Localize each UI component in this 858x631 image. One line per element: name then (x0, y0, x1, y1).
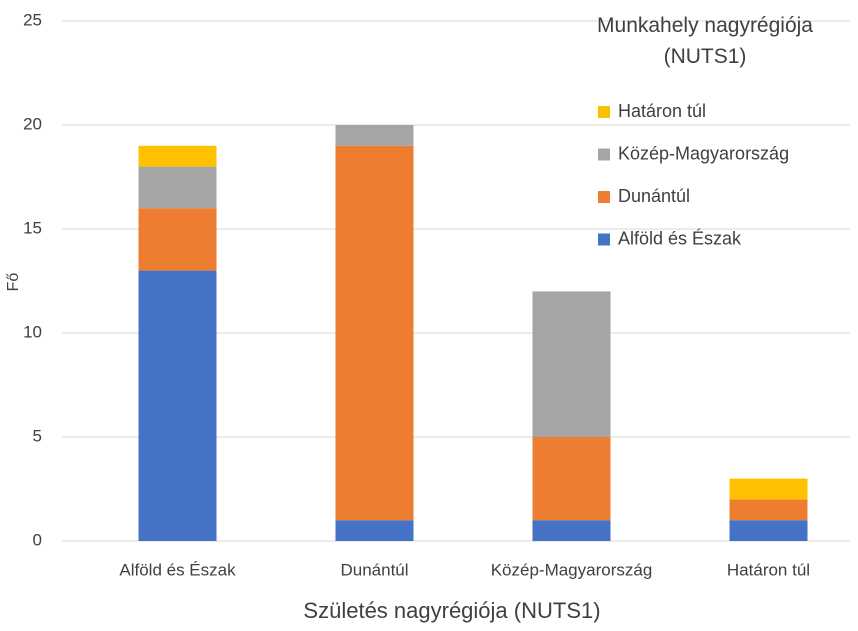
bar-segment (532, 520, 611, 541)
x-tick-label: Alföld és Észak (119, 560, 236, 579)
bar-segment (729, 478, 808, 500)
bar-segment (532, 291, 611, 437)
y-tick-label: 5 (33, 426, 42, 445)
y-tick-label: 10 (23, 322, 42, 341)
x-tick-label: Határon túl (727, 560, 810, 579)
y-axis-label: Fő (5, 273, 22, 292)
legend-label: Dunántúl (618, 186, 690, 206)
bar-segment (532, 437, 611, 521)
legend-label: Alföld és Észak (618, 228, 742, 248)
x-tick-label: Dunántúl (340, 560, 408, 579)
bar-segment (335, 125, 414, 146)
bar-segment (138, 145, 217, 167)
y-tick-label: 25 (23, 10, 42, 29)
legend-label: Határon túl (618, 101, 706, 121)
bar-segment (729, 499, 808, 521)
legend-swatch (598, 148, 610, 161)
legend-label: Közép-Magyarország (618, 143, 789, 163)
legend-swatch (598, 191, 610, 203)
legend-swatch (598, 233, 610, 246)
bar-segment (729, 520, 808, 541)
x-tick-label: Közép-Magyarország (491, 560, 653, 579)
x-axis-label: Születés nagyrégiója (NUTS1) (303, 598, 600, 623)
bar-segment (138, 208, 217, 271)
legend-title: Munkahely nagyrégiója (NUTS1) (597, 14, 813, 68)
bar-segment (138, 166, 217, 209)
y-tick-label: 0 (33, 530, 42, 549)
bar-segment (335, 520, 414, 541)
bar-segment (138, 270, 217, 541)
y-tick-label: 15 (23, 218, 42, 237)
legend-swatch (598, 106, 610, 118)
y-tick-label: 20 (23, 114, 42, 133)
bar-segment (335, 145, 414, 521)
